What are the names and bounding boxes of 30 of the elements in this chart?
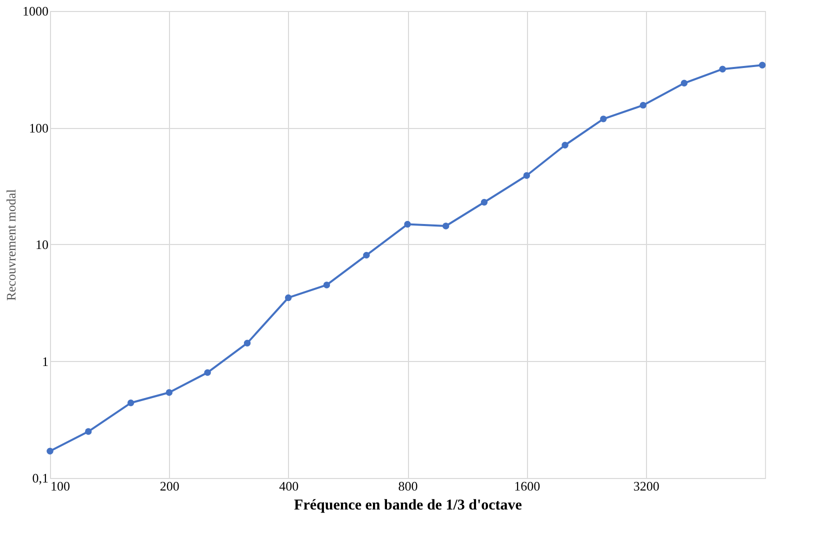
x-tick-label: 1600 [514,478,540,494]
point [442,222,450,230]
x-axis-title: Fréquence en bande de 1/3 d'octave [294,498,522,514]
y-tick-label: 100 [29,120,48,136]
point [562,142,568,148]
point [640,102,646,109]
y-axis-title: Recouvrement modal [4,188,18,301]
y-tick-label: 1000 [22,4,48,18]
x-tick-label: 3200 [633,478,660,494]
point [166,389,173,396]
point [204,369,211,376]
point [244,340,251,346]
x-tick-label: 100 [50,478,70,494]
point [284,294,292,302]
x-tick-label: 800 [398,478,418,494]
point [480,198,488,206]
point [363,252,370,259]
x-tick-label: 400 [279,478,299,494]
y-tick-label: 0,1 [32,470,48,486]
y-tick-label: 10 [36,237,48,252]
y-tick-label: 1 [42,354,48,369]
point [758,62,766,68]
point [680,80,688,86]
point [600,116,607,122]
point [404,220,411,228]
point [46,448,54,454]
point [85,428,92,435]
point [323,282,330,288]
x-tick-label: 200 [160,478,180,494]
point [719,66,726,72]
